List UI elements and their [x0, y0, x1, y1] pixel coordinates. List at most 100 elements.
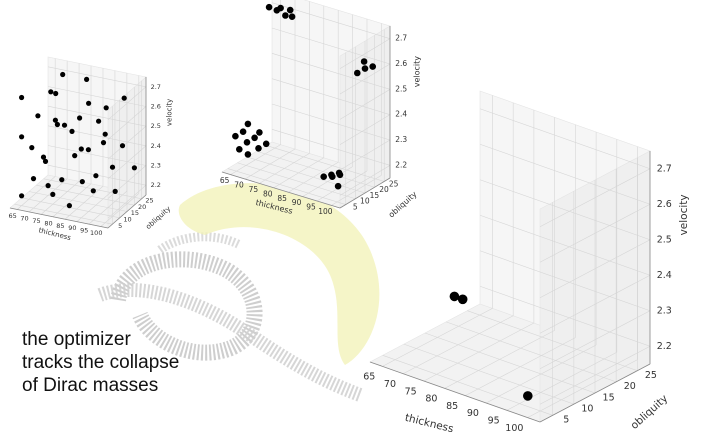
scatter-point — [232, 132, 239, 140]
scatter-point — [66, 203, 72, 209]
caption-line-1: the optimizer — [22, 329, 131, 350]
scatter-point — [457, 294, 468, 305]
scatter-point — [72, 153, 78, 159]
z-tick-label: 2.5 — [151, 122, 161, 130]
gridline — [539, 168, 651, 228]
qp-watermark-logo — [97, 232, 363, 402]
gridline — [479, 250, 651, 312]
axis-line — [369, 361, 541, 423]
gridline — [107, 145, 147, 180]
gridline — [539, 274, 651, 334]
scatter-point — [50, 191, 56, 197]
gridline — [339, 63, 391, 95]
scatter-point — [61, 122, 68, 128]
gridline — [28, 191, 128, 212]
caption-text: the optimizer tracks the collapse of Dir… — [22, 328, 252, 397]
scatter-point — [103, 105, 109, 111]
chart-panel-3: 657075808590951005101520252.22.32.42.52.… — [363, 90, 690, 435]
z-axis-label: velocity — [165, 99, 173, 126]
y-axis-label: obliquity — [387, 189, 419, 219]
x-tick-label: 70 — [234, 181, 244, 190]
x-tick-label: 95 — [80, 227, 88, 235]
x-tick-label: 80 — [263, 189, 273, 198]
gridline — [246, 156, 366, 194]
scatter-point — [102, 131, 108, 137]
scatter-point — [243, 139, 251, 146]
gridline — [47, 66, 147, 88]
y-tick-label: 5 — [118, 222, 122, 230]
gridline — [467, 310, 638, 371]
z-tick-label: 2.6 — [151, 103, 161, 111]
gridline — [256, 150, 375, 188]
gridline — [36, 184, 135, 206]
gridline — [47, 86, 147, 107]
scatter-point — [85, 147, 91, 153]
z-tick-label: 2.6 — [395, 59, 407, 68]
caption-line-2: tracks the collapse — [22, 352, 180, 373]
gridline — [339, 165, 391, 196]
gridline — [271, 78, 391, 115]
gridline — [237, 162, 356, 200]
z-tick-label: 2.3 — [395, 135, 407, 144]
scatter-point — [361, 65, 369, 72]
scatter-point — [121, 95, 127, 101]
gridline — [424, 332, 596, 394]
gridline — [339, 89, 391, 120]
x-axis-label: thickness — [38, 226, 72, 242]
gridline — [479, 214, 651, 276]
z-tick-label: 2.7 — [657, 163, 672, 174]
scatter-point — [119, 143, 126, 149]
scatter-point — [282, 12, 289, 19]
z-tick-label: 2.4 — [657, 270, 672, 281]
scatter-point — [93, 173, 99, 179]
axis-line — [107, 194, 147, 229]
x-tick-label: 90 — [467, 408, 479, 419]
gridline — [47, 105, 147, 127]
y-tick-label: 10 — [123, 215, 131, 223]
y-tick-label: 20 — [379, 185, 389, 194]
z-axis-label: velocity — [413, 56, 422, 88]
gridline — [107, 86, 147, 121]
y-tick-label: 25 — [145, 196, 153, 204]
scatter-point — [78, 146, 84, 152]
scatter-point — [77, 115, 83, 121]
x-tick-label: 100 — [90, 229, 102, 237]
scatter-point — [265, 3, 273, 11]
gridline — [271, 53, 391, 90]
axis-line — [221, 171, 341, 209]
x-tick-label: 65 — [220, 176, 230, 185]
scatter-point — [54, 121, 61, 128]
scatter-point — [251, 134, 258, 142]
scatter-point — [255, 145, 262, 152]
axis-line — [539, 363, 651, 423]
gridline — [339, 114, 391, 145]
scatter-point — [239, 128, 247, 135]
x-tick-label: 85 — [277, 194, 287, 203]
gridline — [47, 125, 147, 147]
x-tick-label: 85 — [446, 401, 458, 412]
x-tick-label: 65 — [363, 372, 375, 383]
gridline — [266, 145, 385, 182]
y-tick-label: 10 — [581, 403, 593, 414]
scatter-point — [29, 145, 35, 151]
scatter-point — [369, 63, 377, 70]
scatter-point — [69, 128, 75, 134]
gridline — [479, 179, 651, 241]
gridline — [539, 310, 651, 370]
z-tick-label: 2.5 — [395, 84, 407, 93]
scatter-point — [286, 6, 294, 14]
gridline — [227, 168, 346, 205]
gridline — [107, 106, 147, 140]
scatter-point — [236, 146, 243, 153]
scatter-point — [19, 134, 25, 140]
scatter-point — [60, 71, 66, 78]
scatter-point — [360, 58, 368, 65]
z-tick-label: 2.5 — [657, 234, 672, 245]
z-tick-label: 2.2 — [151, 181, 161, 189]
z-tick-label: 2.2 — [657, 341, 672, 352]
gridline — [14, 203, 113, 225]
scatter-point — [86, 100, 92, 106]
gridline — [107, 184, 147, 219]
x-tick-label: 80 — [425, 394, 437, 405]
y-tick-label: 15 — [603, 392, 615, 403]
